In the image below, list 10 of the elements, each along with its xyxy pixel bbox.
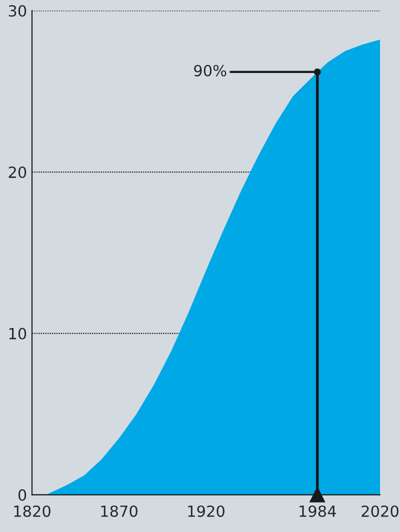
x-tick-label: 1870 (101, 505, 138, 518)
x-tick-label: 2020 (362, 505, 398, 518)
x-tick-label: 1984 (300, 505, 336, 518)
y-tick-label: 20 (8, 166, 26, 178)
x-tick-label: 1820 (14, 505, 50, 518)
x-tick-label: 1920 (188, 505, 224, 518)
y-tick-label: 0 (18, 489, 26, 501)
y-tick-label: 30 (8, 5, 26, 17)
annotation: 90% (194, 64, 226, 76)
y-tick-label: 10 (9, 328, 26, 340)
